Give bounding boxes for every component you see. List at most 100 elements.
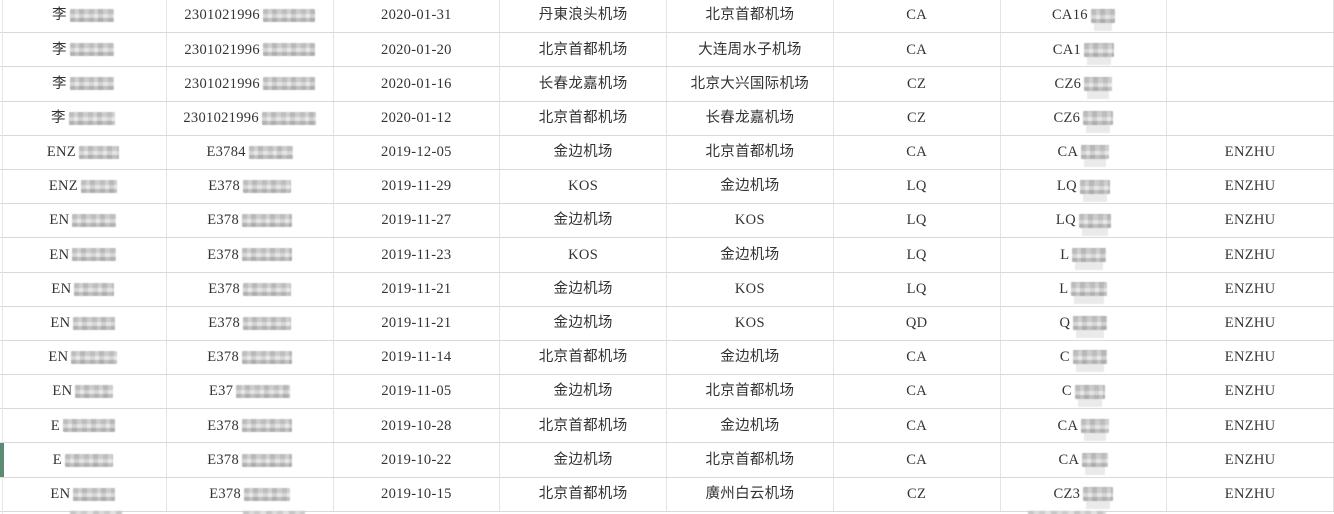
cell-id-number[interactable]: E378 bbox=[167, 477, 334, 511]
cell-departure-airport[interactable]: 金边机场 bbox=[500, 375, 667, 409]
cell-departure-airport[interactable]: 北京首都机场 bbox=[500, 340, 667, 375]
cell-passenger-name[interactable]: ENZHU bbox=[1167, 204, 1334, 238]
cell-name[interactable]: EN bbox=[0, 340, 167, 375]
cell-flight-date[interactable]: 2019-10-22 bbox=[334, 443, 501, 477]
cell-flight-date[interactable]: 2019-11-14 bbox=[334, 340, 501, 375]
cell-passenger-name[interactable]: ENZHU bbox=[1167, 306, 1334, 340]
cell-id-number[interactable]: 2301021996 bbox=[167, 101, 334, 135]
cell-departure-airport[interactable]: 北京首都机场 bbox=[500, 101, 667, 135]
cell-passenger-name[interactable]: ENZHU bbox=[1167, 375, 1334, 409]
cell-id-number[interactable]: E378 bbox=[167, 204, 334, 238]
cell-flight-number[interactable]: CA16 bbox=[1001, 0, 1168, 33]
cell-flight-date[interactable]: 2019-11-21 bbox=[334, 306, 501, 340]
cell-flight-date[interactable]: 2019-11-23 bbox=[334, 238, 501, 272]
cell-departure-airport[interactable]: KOS bbox=[500, 238, 667, 272]
cell-airline-code[interactable]: CA bbox=[834, 135, 1001, 169]
cell-id-number[interactable]: E378 bbox=[167, 443, 334, 477]
cell-airline-code[interactable]: CA bbox=[834, 33, 1001, 67]
cell-flight-number[interactable]: LQ bbox=[1001, 204, 1168, 238]
cell-flight-date[interactable]: 2019-10-28 bbox=[334, 409, 501, 443]
cell-flight-date[interactable]: 2020-01-16 bbox=[334, 67, 501, 101]
cell-id-number[interactable]: E378 bbox=[167, 409, 334, 443]
cell-departure-airport[interactable]: 北京首都机场 bbox=[500, 477, 667, 511]
cell-departure-airport[interactable]: KOS bbox=[500, 169, 667, 204]
cell-name[interactable]: ENZ bbox=[0, 135, 167, 169]
cell-airline-code[interactable]: CA bbox=[834, 443, 1001, 477]
cell-passenger-name[interactable]: ENZHU bbox=[1167, 477, 1334, 511]
cell-airline-code[interactable]: CA bbox=[834, 340, 1001, 375]
cell-name[interactable]: 李 bbox=[0, 67, 167, 101]
cell-id-number[interactable]: E378 bbox=[167, 169, 334, 204]
cell-airline-code[interactable]: CZ bbox=[834, 101, 1001, 135]
cell-passenger-name[interactable]: ENZHU bbox=[1167, 238, 1334, 272]
cell-arrival-airport[interactable]: 廣州白云机场 bbox=[667, 477, 834, 511]
cell-departure-airport[interactable]: 金边机场 bbox=[500, 443, 667, 477]
cell-name[interactable]: 李 bbox=[0, 101, 167, 135]
cell-flight-number[interactable]: CZ3 bbox=[1001, 477, 1168, 511]
cell-id-number[interactable]: E37 bbox=[167, 375, 334, 409]
cell-name[interactable]: 李 bbox=[0, 33, 167, 67]
cell-arrival-airport[interactable]: 金边机场 bbox=[667, 340, 834, 375]
cell-flight-number[interactable]: C bbox=[1001, 340, 1168, 375]
cell-flight-date[interactable]: 2020-01-31 bbox=[334, 0, 501, 33]
cell-name[interactable]: EN bbox=[0, 272, 167, 306]
cell-passenger-name[interactable] bbox=[1167, 67, 1334, 101]
cell-airline-code[interactable]: LQ bbox=[834, 238, 1001, 272]
cell-flight-number[interactable]: CA1 bbox=[1001, 33, 1168, 67]
cell-flight-number[interactable]: Q bbox=[1001, 306, 1168, 340]
cell-id-number[interactable]: E3784 bbox=[167, 135, 334, 169]
cell-passenger-name[interactable] bbox=[1167, 33, 1334, 67]
cell-passenger-name[interactable]: ENZHU bbox=[1167, 409, 1334, 443]
cell-flight-number[interactable]: CA bbox=[1001, 409, 1168, 443]
cell-id-number[interactable]: E378 bbox=[167, 340, 334, 375]
cell-name[interactable]: EN bbox=[0, 238, 167, 272]
cell-arrival-airport[interactable]: 北京首都机场 bbox=[667, 375, 834, 409]
cell-flight-number[interactable]: C bbox=[1001, 375, 1168, 409]
cell-airline-code[interactable]: CA bbox=[834, 409, 1001, 443]
cell-flight-number[interactable]: CA bbox=[1001, 443, 1168, 477]
cell-airline-code[interactable]: CZ bbox=[834, 477, 1001, 511]
cell-arrival-airport[interactable]: KOS bbox=[667, 204, 834, 238]
cell-arrival-airport[interactable]: 大连周水子机场 bbox=[667, 33, 834, 67]
cell-departure-airport[interactable]: 丹東浪头机场 bbox=[500, 0, 667, 33]
cell-flight-number[interactable]: LQ bbox=[1001, 169, 1168, 204]
cell-passenger-name[interactable]: ENZHU bbox=[1167, 340, 1334, 375]
cell-arrival-airport[interactable]: KOS bbox=[667, 306, 834, 340]
cell-airline-code[interactable]: LQ bbox=[834, 169, 1001, 204]
cell-name[interactable]: E bbox=[0, 443, 167, 477]
cell-flight-date[interactable]: 2020-01-12 bbox=[334, 101, 501, 135]
cell-id-number[interactable]: 2301021996 bbox=[167, 0, 334, 33]
cell-departure-airport[interactable]: 北京首都机场 bbox=[500, 409, 667, 443]
cell-name[interactable]: EN bbox=[0, 375, 167, 409]
cell-arrival-airport[interactable]: 金边机场 bbox=[667, 169, 834, 204]
cell-airline-code[interactable]: LQ bbox=[834, 272, 1001, 306]
cell-id-number[interactable]: E378 bbox=[167, 306, 334, 340]
cell-flight-date[interactable]: 2019-10-15 bbox=[334, 477, 501, 511]
cell-name[interactable]: EN bbox=[0, 204, 167, 238]
cell-airline-code[interactable]: LQ bbox=[834, 204, 1001, 238]
cell-flight-number[interactable]: CZ6 bbox=[1001, 101, 1168, 135]
cell-departure-airport[interactable]: 金边机场 bbox=[500, 135, 667, 169]
cell-name[interactable]: EN bbox=[0, 477, 167, 511]
cell-departure-airport[interactable]: 金边机场 bbox=[500, 306, 667, 340]
cell-passenger-name[interactable]: ENZHU bbox=[1167, 169, 1334, 204]
cell-airline-code[interactable]: CA bbox=[834, 375, 1001, 409]
cell-flight-date[interactable]: 2019-11-29 bbox=[334, 169, 501, 204]
cell-airline-code[interactable]: CZ bbox=[834, 67, 1001, 101]
cell-name[interactable]: EN bbox=[0, 306, 167, 340]
cell-passenger-name[interactable]: ENZHU bbox=[1167, 443, 1334, 477]
cell-arrival-airport[interactable]: 长春龙嘉机场 bbox=[667, 101, 834, 135]
cell-flight-date[interactable]: 2019-11-05 bbox=[334, 375, 501, 409]
cell-passenger-name[interactable]: ENZHU bbox=[1167, 272, 1334, 306]
cell-id-number[interactable]: 2301021996 bbox=[167, 33, 334, 67]
cell-flight-date[interactable]: 2019-11-21 bbox=[334, 272, 501, 306]
cell-arrival-airport[interactable]: 金边机场 bbox=[667, 238, 834, 272]
cell-flight-number[interactable]: CZ6 bbox=[1001, 67, 1168, 101]
cell-arrival-airport[interactable]: 北京大兴国际机场 bbox=[667, 67, 834, 101]
cell-flight-date[interactable]: 2019-11-27 bbox=[334, 204, 501, 238]
cell-airline-code[interactable]: CA bbox=[834, 0, 1001, 33]
cell-flight-date[interactable]: 2020-01-20 bbox=[334, 33, 501, 67]
cell-name[interactable]: ENZ bbox=[0, 169, 167, 204]
cell-name[interactable]: E bbox=[0, 409, 167, 443]
cell-arrival-airport[interactable]: 金边机场 bbox=[667, 409, 834, 443]
